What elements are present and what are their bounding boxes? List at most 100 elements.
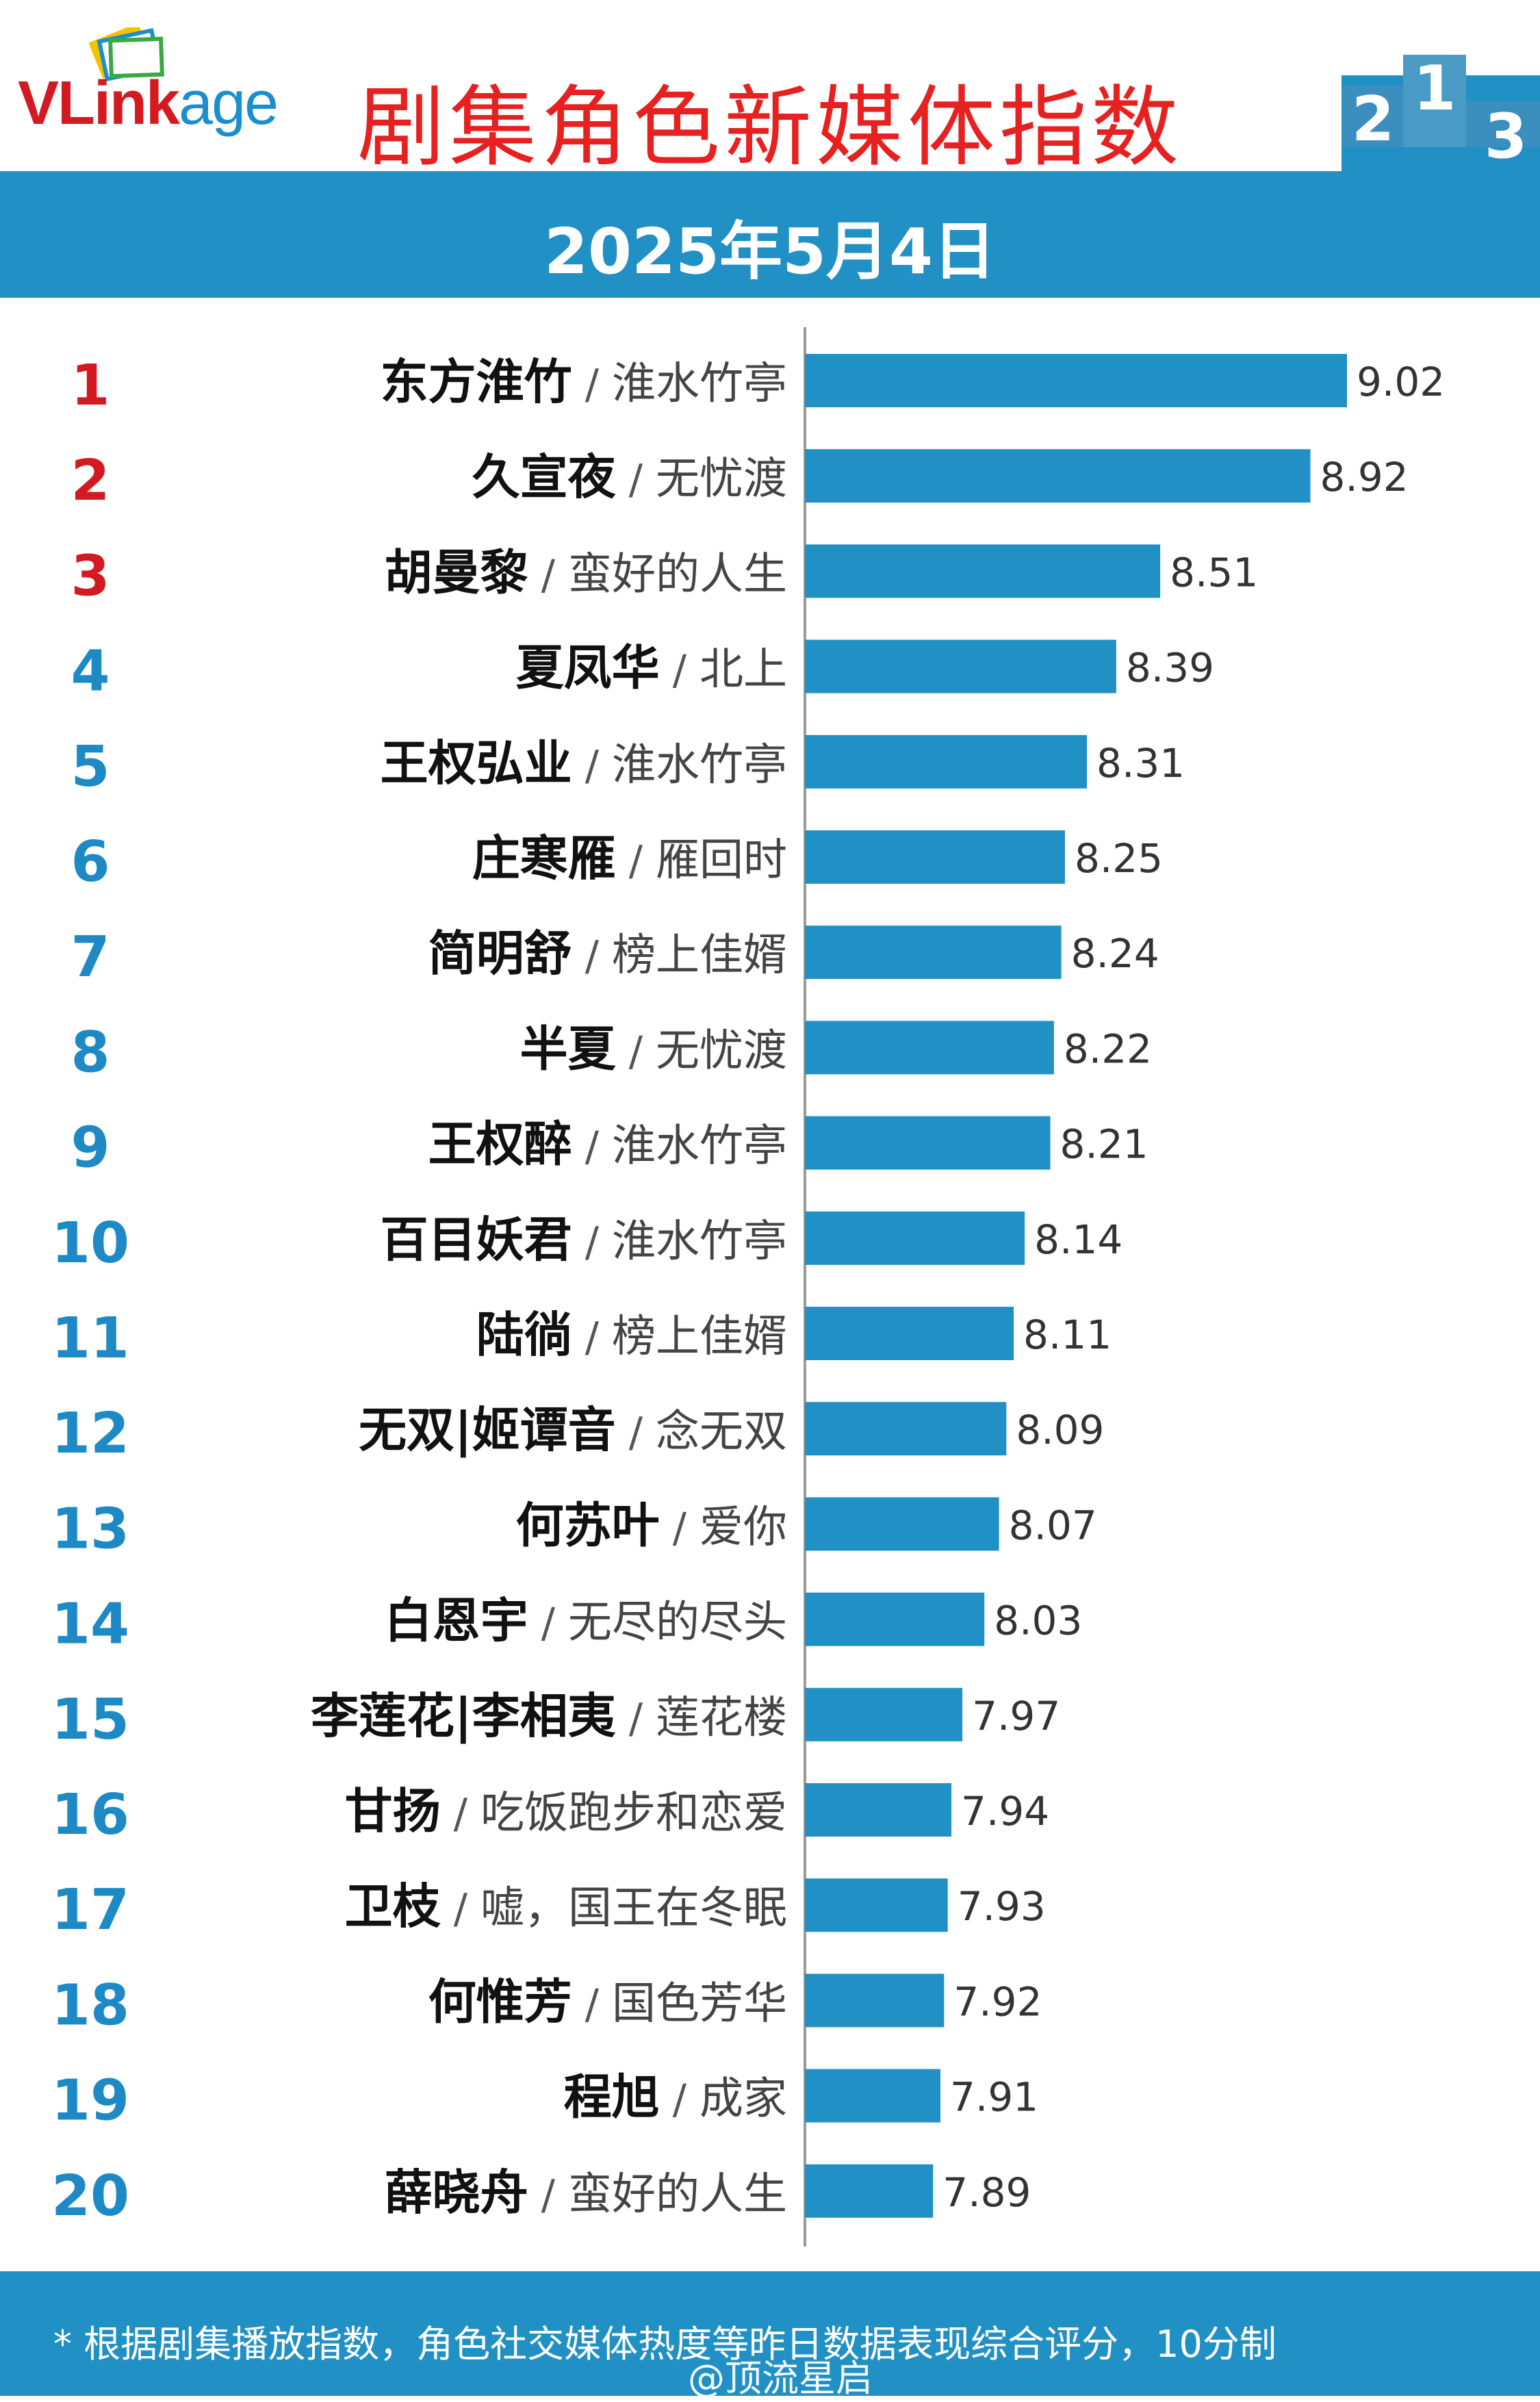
value-label: 8.31 [1096, 740, 1185, 787]
row-label: 卫枝 / 嘘，国王在冬眠 [345, 1878, 787, 1934]
bar [805, 449, 1311, 503]
row-label: 半夏 / 无忧渡 [520, 1021, 787, 1077]
row-label: 王权弘业 / 淮水竹亭 [381, 735, 787, 791]
footer-band [0, 2271, 1540, 2396]
ranking-bar-chart: 1 东方淮竹 / 淮水竹亭 9.02 2 久宣夜 / 无忧渡 8.92 3 胡曼黎 / 蛮好的… [51, 327, 1445, 2247]
row-label: 李莲花|李相夷 / 莲花楼 [311, 1688, 787, 1744]
value-label: 8.11 [1023, 1312, 1112, 1358]
label-separator: / [616, 1409, 656, 1457]
rank-number: 17 [51, 1878, 129, 1943]
label-separator: / [616, 1027, 656, 1075]
bar [805, 1592, 985, 1646]
character-name: 百目妖君 [381, 1212, 572, 1268]
character-name: 无双|姬谭音 [359, 1402, 616, 1458]
value-label: 7.91 [950, 2074, 1038, 2121]
value-label: 7.93 [958, 1883, 1046, 1930]
value-label: 8.21 [1060, 1121, 1148, 1168]
row-label: 胡曼黎 / 蛮好的人生 [385, 544, 787, 600]
bar [805, 354, 1347, 407]
label-separator: / [616, 837, 656, 885]
character-name: 何苏叶 [516, 1497, 660, 1553]
row-label: 陆徜 / 榜上佳婿 [476, 1307, 787, 1363]
value-label: 8.92 [1320, 454, 1408, 500]
podium-number-1: 1 [1413, 53, 1456, 125]
rank-number: 18 [51, 1973, 129, 2038]
character-name: 李莲花|李相夷 [311, 1688, 616, 1744]
bar [805, 2069, 940, 2123]
label-separator: / [616, 456, 656, 504]
vlinkage-wordmark: VLinkage [18, 69, 279, 138]
show-title: 嘘，国王在冬眠 [480, 1883, 787, 1934]
value-label: 7.97 [972, 1693, 1060, 1739]
value-label: 7.92 [953, 1978, 1042, 2025]
rank-number: 6 [70, 830, 110, 895]
bar [805, 544, 1161, 598]
show-title: 榜上佳婿 [612, 1312, 787, 1362]
bar [805, 1497, 999, 1551]
bar [805, 2164, 934, 2218]
show-title: 蛮好的人生 [568, 2169, 787, 2220]
label-separator: / [572, 1980, 612, 2028]
show-title: 蛮好的人生 [568, 549, 787, 600]
show-title: 念无双 [656, 1407, 787, 1457]
row-label: 何苏叶 / 爱你 [516, 1497, 787, 1553]
character-name: 王权弘业 [381, 735, 572, 791]
rank-number: 11 [51, 1306, 129, 1371]
show-title: 淮水竹亭 [612, 1121, 787, 1172]
rank-number: 13 [51, 1496, 129, 1561]
rank-number: 8 [70, 1020, 110, 1085]
row-label: 东方淮竹 / 淮水竹亭 [381, 354, 787, 410]
row-label: 何惟芳 / 国色芳华 [428, 1973, 787, 2030]
bar [805, 1307, 1014, 1360]
label-separator: / [572, 742, 612, 790]
bar [805, 1973, 945, 2028]
character-name: 半夏 [520, 1021, 617, 1077]
show-title: 淮水竹亭 [612, 1216, 787, 1267]
character-name: 简明舒 [428, 925, 572, 982]
show-title: 北上 [700, 645, 787, 695]
character-name: 程旭 [564, 2069, 660, 2125]
show-title: 淮水竹亭 [612, 359, 787, 409]
label-separator: / [616, 1695, 656, 1743]
rank-number: 15 [51, 1687, 129, 1752]
date-band [0, 171, 1540, 298]
label-separator: / [572, 1123, 612, 1171]
show-title: 榜上佳婿 [612, 930, 787, 981]
value-label: 8.25 [1075, 835, 1163, 882]
show-title: 莲花楼 [656, 1693, 787, 1743]
value-label: 7.94 [961, 1788, 1049, 1835]
character-name: 白恩宇 [385, 1593, 528, 1649]
show-title: 国色芳华 [612, 1978, 787, 2029]
bar [805, 639, 1116, 693]
label-separator: / [528, 2171, 568, 2219]
rank-number: 10 [51, 1211, 129, 1276]
row-label: 简明舒 / 榜上佳婿 [428, 925, 787, 982]
value-label: 8.03 [994, 1598, 1082, 1644]
rank-number: 14 [51, 1592, 129, 1657]
rank-number: 16 [51, 1783, 129, 1848]
bar [805, 1116, 1051, 1170]
label-separator: / [441, 1790, 480, 1838]
character-name: 东方淮竹 [381, 354, 572, 410]
rank-number: 4 [70, 639, 110, 704]
label-separator: / [572, 361, 612, 409]
rank-number: 1 [70, 353, 110, 418]
value-label: 8.22 [1064, 1025, 1152, 1072]
rank-number: 2 [70, 448, 110, 513]
rank-number: 20 [51, 2164, 129, 2229]
bar [805, 1783, 952, 1837]
row-label: 无双|姬谭音 / 念无双 [359, 1402, 787, 1458]
show-title: 无忧渡 [656, 1025, 787, 1076]
show-title: 吃饭跑步和恋爱 [480, 1788, 787, 1839]
podium-number-3: 3 [1485, 101, 1528, 171]
row-label: 百目妖君 / 淮水竹亭 [381, 1212, 787, 1268]
bar [805, 734, 1088, 789]
character-name: 胡曼黎 [385, 544, 528, 600]
label-separator: / [660, 2076, 700, 2124]
row-label: 久宣夜 / 无忧渡 [472, 449, 787, 505]
show-title: 成家 [700, 2074, 787, 2125]
logo-cards-icon [88, 27, 164, 82]
bar [805, 1021, 1054, 1075]
row-label: 薛晓舟 / 蛮好的人生 [385, 2164, 787, 2221]
rank-number: 3 [70, 544, 110, 609]
